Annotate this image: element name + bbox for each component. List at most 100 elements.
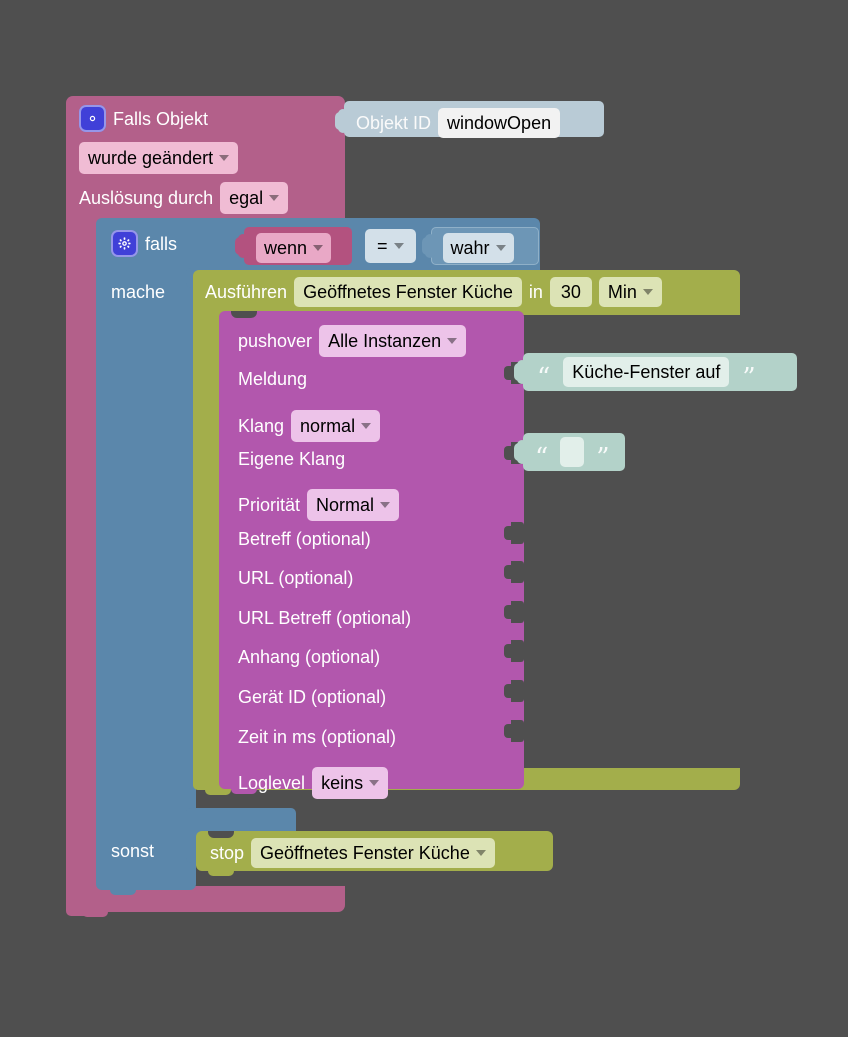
chevron-down-icon xyxy=(495,245,506,252)
timer-delay-field[interactable]: 30 xyxy=(549,277,592,308)
if-else-block-falls[interactable]: falls wenn = wahr xyxy=(96,218,540,895)
pushover-field-row-meldung: Meldung xyxy=(238,370,307,388)
pushover-field-row-geraet-id: Gerät ID (optional) xyxy=(238,688,386,706)
timer-unit-dropdown[interactable]: Min xyxy=(598,277,662,308)
pushover-field-label: Zeit in ms (optional) xyxy=(238,727,397,747)
pushover-header-row: pushover Alle Instanzen xyxy=(238,325,467,358)
timer-delay-value: 30 xyxy=(560,282,581,302)
chevron-down-icon xyxy=(380,502,391,509)
pushover-prioritaet-value: Normal xyxy=(316,495,375,515)
pushover-top-notch xyxy=(231,311,257,318)
pushover-field-row-anhang: Anhang (optional) xyxy=(238,648,380,666)
chevron-down-icon xyxy=(642,289,653,296)
condition-operator-dropdown[interactable]: = xyxy=(365,228,416,264)
if-else-label: sonst xyxy=(111,841,155,861)
pushover-klang-value: normal xyxy=(300,416,356,436)
pushover-bottom-connector xyxy=(231,787,257,794)
if-title-row: falls xyxy=(111,230,177,257)
chevron-down-icon xyxy=(219,155,230,162)
if-bottom-connector xyxy=(110,888,136,895)
pushover-klang-dropdown[interactable]: normal xyxy=(291,410,381,443)
condition-right-dropdown[interactable]: wahr xyxy=(442,233,514,264)
pushover-field-label: Loglevel xyxy=(238,773,306,794)
pushover-loglevel-dropdown[interactable]: keins xyxy=(312,767,389,800)
object-id-block[interactable]: Objekt ID windowOpen xyxy=(335,101,604,139)
timer-unit-value: Min xyxy=(607,282,637,302)
trigger-source-dropdown[interactable]: egal xyxy=(220,182,289,215)
pushover-prioritaet-dropdown[interactable]: Normal xyxy=(307,489,400,522)
trigger-source-value: egal xyxy=(229,188,264,208)
object-id-plug xyxy=(335,109,348,133)
timer-bottom-connector xyxy=(205,788,231,795)
trigger-source-row: Auslösung durch egal xyxy=(79,182,289,215)
pushover-field-row-eigene-klang: Eigene Klang xyxy=(238,450,345,468)
pushover-socket-anhang[interactable] xyxy=(504,640,524,662)
chevron-down-icon xyxy=(269,195,280,202)
timer-header-row: Ausführen Geöffnetes Fenster Küche in 30… xyxy=(205,277,662,308)
chevron-down-icon xyxy=(393,243,404,249)
text-block-meldung-plug xyxy=(514,360,527,384)
pushover-field-label: Betreff (optional) xyxy=(238,529,371,549)
gear-icon[interactable] xyxy=(79,105,106,132)
pushover-socket-geraet-id[interactable] xyxy=(504,680,524,702)
trigger-title-row: Falls Objekt xyxy=(79,105,208,132)
condition-left-plug xyxy=(235,234,248,258)
timer-in-label: in xyxy=(528,282,543,303)
text-eigene-klang-field[interactable] xyxy=(560,437,585,468)
text-block-eigene-klang[interactable]: “ ” xyxy=(514,433,625,471)
pushover-loglevel-value: keins xyxy=(321,773,364,793)
object-id-value-field[interactable]: windowOpen xyxy=(438,108,561,139)
pushover-field-label: Meldung xyxy=(238,369,308,389)
condition-right-plug xyxy=(421,234,435,258)
stop-target-dropdown[interactable]: Geöffnetes Fenster Küche xyxy=(251,838,495,869)
chevron-down-icon xyxy=(369,780,380,787)
stop-bottom-connector xyxy=(208,869,234,876)
if-title: falls xyxy=(145,233,178,254)
pushover-socket-url[interactable] xyxy=(504,561,524,583)
trigger-title: Falls Objekt xyxy=(113,108,209,129)
trigger-change-type-value: wurde geändert xyxy=(88,148,214,168)
condition-operator-value: = xyxy=(377,235,388,256)
chevron-down-icon xyxy=(361,423,372,430)
pushover-block[interactable]: pushover Alle Instanzen Meldung Klang no… xyxy=(219,311,524,800)
pushover-field-label: Klang xyxy=(238,416,285,437)
condition-group[interactable]: wenn = wahr xyxy=(235,227,539,265)
pushover-field-label: Anhang (optional) xyxy=(238,647,381,667)
trigger-change-type-dropdown[interactable]: wurde geändert xyxy=(79,142,239,175)
text-meldung-field[interactable]: Küche-Fenster auf xyxy=(563,357,730,388)
text-eigene-klang-value xyxy=(570,439,575,465)
pushover-field-label: URL Betreff (optional) xyxy=(238,608,412,628)
object-id-label: Objekt ID xyxy=(356,113,432,134)
pushover-field-row-klang: Klang normal xyxy=(238,410,381,443)
trigger-bottom-connector xyxy=(82,910,108,917)
pushover-field-row-zeit-in-ms: Zeit in ms (optional) xyxy=(238,728,396,746)
pushover-field-label: URL (optional) xyxy=(238,568,354,588)
pushover-field-label: Eigene Klang xyxy=(238,449,346,469)
trigger-block-falls-objekt[interactable]: Falls Objekt wurde geändert Auslösung du… xyxy=(66,96,345,917)
pushover-field-row-betreff: Betreff (optional) xyxy=(238,530,371,548)
pushover-field-row-url: URL (optional) xyxy=(238,569,353,587)
pushover-field-label: Gerät ID (optional) xyxy=(238,687,387,707)
condition-left-dropdown[interactable]: wenn xyxy=(256,233,332,264)
chevron-down-icon xyxy=(313,245,324,252)
timer-label: Ausführen xyxy=(205,282,288,303)
stop-block[interactable]: stop Geöffnetes Fenster Küche xyxy=(196,831,553,876)
pushover-instance-dropdown[interactable]: Alle Instanzen xyxy=(319,325,467,358)
timer-name-value: Geöffnetes Fenster Küche xyxy=(303,282,513,302)
text-block-meldung[interactable]: “ Küche-Fenster auf ” xyxy=(514,353,797,391)
pushover-socket-url-betreff[interactable] xyxy=(504,601,524,623)
pushover-instance-value: Alle Instanzen xyxy=(328,331,442,351)
text-block-eigene-klang-plug xyxy=(514,440,527,464)
stop-target-value: Geöffnetes Fenster Küche xyxy=(260,843,470,863)
text-meldung-value: Küche-Fenster auf xyxy=(572,362,721,382)
pushover-field-label: Priorität xyxy=(238,495,301,516)
pushover-field-row-loglevel: Loglevel keins xyxy=(238,767,389,800)
chevron-down-icon xyxy=(447,338,458,345)
pushover-socket-betreff[interactable] xyxy=(504,522,524,544)
timer-name-field[interactable]: Geöffnetes Fenster Küche xyxy=(294,277,522,308)
condition-left-value: wenn xyxy=(264,238,308,258)
gear-icon[interactable] xyxy=(111,230,138,257)
if-do-label: mache xyxy=(111,282,166,302)
pushover-socket-zeit-in-ms[interactable] xyxy=(504,720,524,742)
